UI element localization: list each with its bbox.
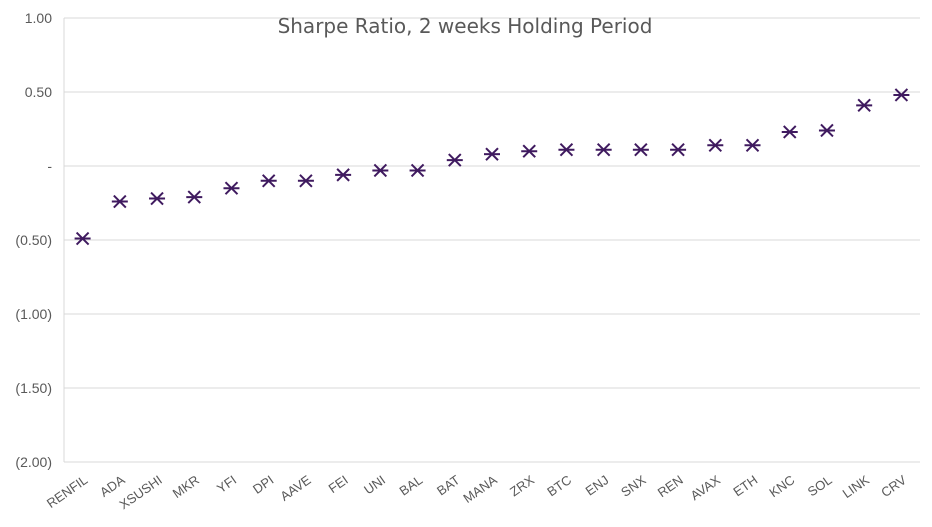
- data-point-renfil: [74, 231, 91, 246]
- data-point-dpi: [260, 174, 277, 188]
- y-tick-label: (0.50): [15, 232, 52, 248]
- x-tick-label: RENFIL: [44, 472, 90, 511]
- x-tick-label: KNC: [766, 472, 797, 500]
- data-point-avax: [707, 138, 724, 152]
- data-point-enj: [595, 143, 612, 157]
- x-tick-label: ZRX: [507, 472, 537, 499]
- x-tick-label: UNI: [361, 472, 388, 497]
- x-tick-label: CRV: [878, 472, 909, 500]
- data-point-yfi: [223, 181, 240, 195]
- data-point-fei: [335, 168, 352, 182]
- y-tick-label: -: [47, 158, 52, 174]
- x-tick-label: BAL: [397, 472, 426, 498]
- data-point-link: [856, 98, 873, 113]
- x-tick-label: DPI: [250, 472, 276, 497]
- data-point-mana: [484, 147, 500, 161]
- data-point-uni: [372, 163, 389, 178]
- y-tick-label: (2.00): [15, 454, 52, 470]
- x-tick-label: XSUSHI: [117, 472, 165, 512]
- data-point-mkr: [186, 190, 203, 204]
- data-point-ada: [111, 194, 128, 209]
- x-tick-label: REN: [655, 472, 686, 500]
- data-points: [74, 88, 910, 246]
- data-point-bal: [409, 163, 426, 178]
- x-tick-label: BTC: [544, 472, 574, 499]
- y-axis-ticks: 1.00 0.50 - (0.50) (1.00) (1.50) (2.00): [15, 10, 52, 470]
- data-point-zrx: [521, 144, 538, 158]
- x-tick-label: ETH: [730, 472, 760, 499]
- x-tick-label: MANA: [460, 472, 500, 506]
- data-point-btc: [558, 143, 575, 157]
- x-tick-label: FEI: [326, 472, 351, 496]
- data-point-knc: [781, 125, 798, 139]
- gridlines: [63, 17, 920, 463]
- data-point-snx: [632, 143, 649, 157]
- y-tick-label: 0.50: [25, 84, 52, 100]
- x-tick-label: SNX: [618, 472, 649, 500]
- data-point-ren: [670, 143, 687, 157]
- data-point-sol: [818, 123, 835, 138]
- x-tick-label: ENJ: [583, 472, 612, 498]
- x-tick-label: SOL: [805, 472, 835, 499]
- x-tick-label: YFI: [214, 472, 239, 496]
- data-point-bat: [446, 153, 463, 167]
- data-point-xsushi: [149, 191, 166, 206]
- data-point-aave: [297, 174, 314, 188]
- data-point-eth: [744, 138, 761, 152]
- y-tick-label: (1.00): [15, 306, 52, 322]
- x-tick-label: BAT: [434, 472, 463, 498]
- y-tick-label: 1.00: [25, 10, 52, 26]
- x-tick-label: LINK: [840, 472, 873, 501]
- data-point-crv: [893, 88, 910, 102]
- y-tick-label: (1.50): [15, 380, 52, 396]
- x-tick-label: AAVE: [277, 472, 313, 504]
- x-tick-label: MKR: [170, 472, 202, 501]
- chart-title: Sharpe Ratio, 2 weeks Holding Period: [278, 14, 653, 38]
- x-tick-label: AVAX: [688, 472, 724, 503]
